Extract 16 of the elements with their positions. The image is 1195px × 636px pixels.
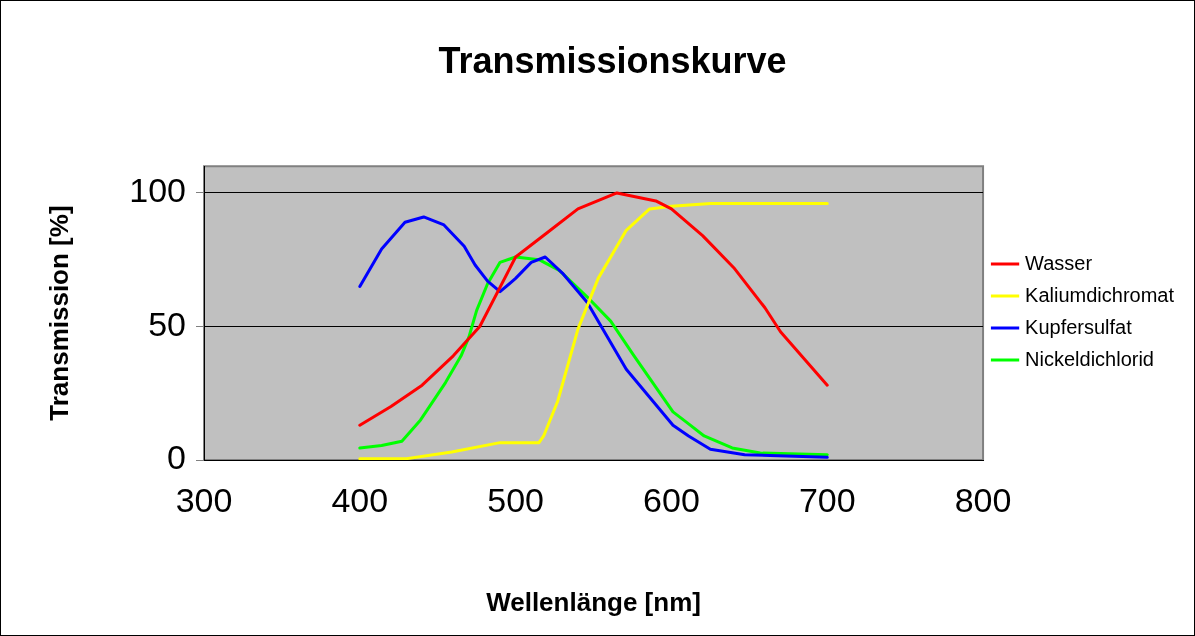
x-tick-label: 700: [798, 480, 856, 519]
x-tick-label: 500: [487, 480, 544, 519]
legend-label: Kupfersulfat: [1025, 315, 1133, 338]
y-axis-title: Transmission [%]: [43, 205, 74, 421]
legend-label: Nickeldichlorid: [1025, 347, 1154, 370]
x-tick-label: 300: [175, 480, 233, 519]
legend-label: Wasser: [1025, 251, 1093, 274]
chart-title: Transmissionskurve: [438, 39, 787, 81]
x-tick-label: 400: [331, 480, 389, 519]
x-tick-label: 800: [954, 480, 1012, 519]
legend-label: Kaliumdichromat: [1025, 283, 1175, 306]
y-tick-label: 50: [148, 304, 186, 343]
x-tick-label: 600: [643, 480, 700, 519]
y-tick-label: 100: [129, 171, 186, 210]
y-tick-label: 0: [167, 438, 186, 477]
x-axis-title: Wellenlänge [nm]: [486, 586, 701, 617]
